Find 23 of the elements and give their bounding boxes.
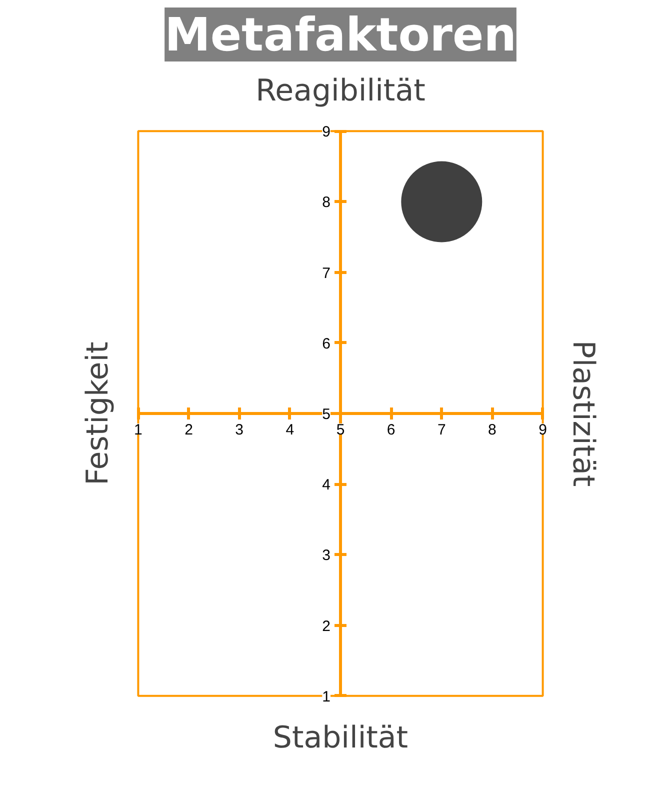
y-tick-label: 7 — [322, 264, 330, 282]
y-tick-label: 5 — [322, 406, 330, 423]
x-tick-label: 2 — [184, 422, 193, 438]
x2-axis-title: Reagibilität — [256, 74, 426, 108]
x-tick-label: 7 — [437, 422, 446, 438]
y-tick-label: 1 — [322, 688, 330, 706]
x-axis-title: Stabilität — [272, 720, 408, 756]
y-tick-label: 9 — [322, 124, 330, 141]
x-tick-label: 9 — [538, 422, 547, 438]
x-tick-label: 3 — [235, 422, 244, 438]
y-axis-title: Festigkeit — [80, 341, 116, 486]
y-tick-label: 8 — [322, 194, 330, 212]
y-tick-label: 6 — [322, 335, 330, 352]
x-tick-label: 4 — [286, 422, 294, 438]
y-tick-label: 4 — [322, 476, 330, 494]
y2-axis-title: Plastizität — [566, 340, 600, 487]
x-tick-label: 1 — [134, 422, 142, 438]
chart-title: Metafaktoren — [164, 8, 516, 62]
x-tick-label: 5 — [336, 422, 345, 438]
y-tick-label: 3 — [322, 547, 330, 564]
y-tick-label: 2 — [322, 618, 330, 635]
x-tick-label: 8 — [488, 422, 496, 438]
x-tick-label: 6 — [386, 422, 396, 438]
